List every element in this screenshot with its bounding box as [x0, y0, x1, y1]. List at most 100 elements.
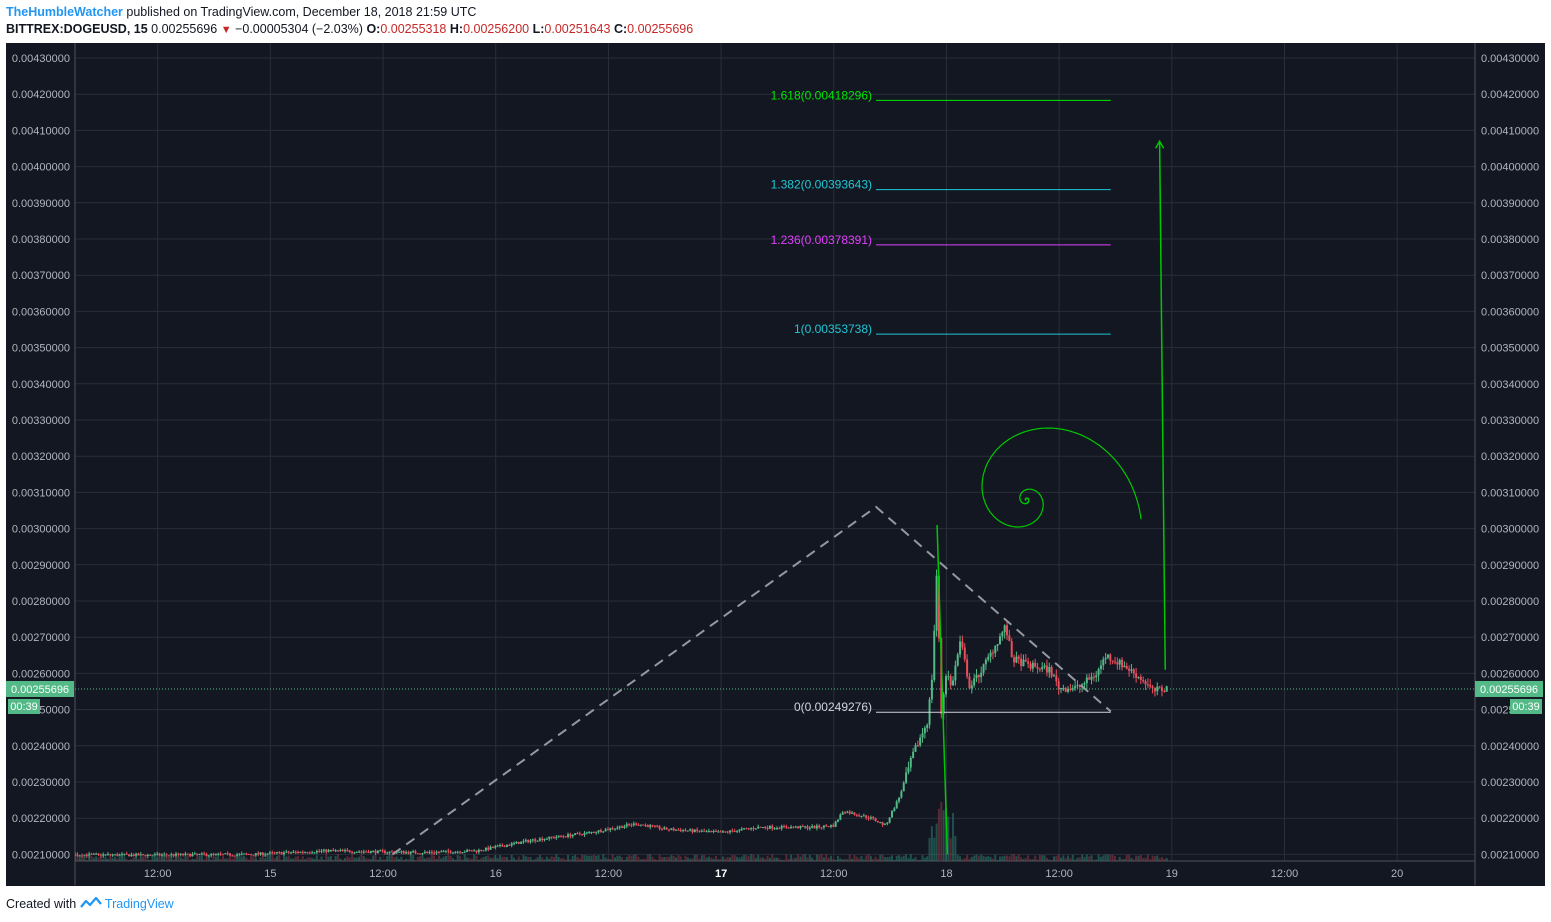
candle-body: [745, 828, 748, 830]
volume-bar: [905, 854, 908, 861]
candle-body: [961, 641, 964, 648]
candle-body: [869, 817, 872, 819]
tradingview-brand-link[interactable]: TradingView: [104, 897, 174, 911]
volume-bar: [379, 856, 382, 861]
candle-body: [1038, 668, 1041, 670]
candle-body: [332, 850, 335, 852]
candle-body: [569, 834, 572, 837]
volume-bar: [336, 854, 339, 861]
candle-body: [297, 851, 300, 853]
candle-body: [726, 831, 729, 833]
candle-body: [388, 851, 391, 853]
candle-body: [1006, 625, 1009, 636]
volume-bar: [1135, 855, 1138, 861]
author-link[interactable]: TheHumbleWatcher: [6, 5, 123, 19]
volume-bar: [606, 858, 609, 861]
candle-body: [212, 853, 215, 855]
candle-body: [454, 851, 457, 853]
candle-body: [1074, 686, 1077, 689]
candle-body: [355, 851, 358, 853]
volume-bar: [574, 854, 577, 861]
volume-bar: [1132, 859, 1135, 861]
volume-bar: [698, 858, 701, 861]
candle-body: [590, 832, 593, 834]
candle-body: [829, 825, 832, 827]
candle-body: [935, 575, 938, 631]
volume-bar: [346, 856, 349, 861]
candle-body: [531, 839, 534, 841]
volume-bar: [1088, 856, 1091, 861]
candle-body: [149, 854, 152, 856]
y-tick-label-right: 0.00380000: [1481, 234, 1539, 246]
candle-body: [1001, 632, 1004, 637]
volume-bar: [1027, 855, 1030, 861]
candle-body: [658, 826, 661, 829]
volume-bar: [344, 858, 347, 861]
candle-body: [353, 852, 356, 854]
candle-body: [468, 849, 471, 851]
candle-body: [466, 849, 469, 852]
candle-body: [660, 828, 663, 830]
volume-bar: [893, 859, 896, 861]
candle-body: [867, 817, 870, 819]
volume-bar: [245, 857, 248, 861]
volume-bar: [806, 857, 809, 861]
volume-bar: [1017, 854, 1020, 861]
volume-bar: [1095, 859, 1098, 861]
volume-bar: [1085, 854, 1088, 861]
candle-body: [902, 782, 905, 792]
candle-body: [374, 850, 377, 854]
candle-body: [196, 853, 199, 855]
y-tick-label-right: 0.00360000: [1481, 306, 1539, 318]
volume-bar: [944, 808, 947, 861]
volume-bar: [508, 859, 511, 861]
candle-body: [613, 828, 616, 830]
volume-bar: [524, 856, 527, 861]
volume-bar: [886, 857, 889, 861]
y-tick-label-right: 0.00310000: [1481, 487, 1539, 499]
candle-body: [980, 672, 983, 678]
candle-body: [1055, 675, 1058, 682]
volume-bar: [355, 857, 358, 861]
volume-bar: [968, 858, 971, 861]
high-label: H:: [449, 22, 464, 36]
volume-bar: [646, 854, 649, 861]
golden-spiral: [981, 427, 1142, 528]
volume-bar: [1160, 857, 1163, 861]
candle-body: [733, 831, 736, 833]
volume-bar: [381, 859, 384, 861]
volume-bar: [876, 858, 879, 861]
y-tick-label-left: 0.00270000: [12, 632, 70, 644]
volume-bar: [1116, 859, 1119, 861]
volume-bar: [632, 854, 635, 861]
volume-bar: [311, 858, 314, 861]
candle-body: [219, 853, 222, 855]
volume-bar: [1010, 854, 1013, 861]
candle-body: [329, 850, 332, 852]
candle-body: [879, 822, 882, 824]
candle-body: [447, 850, 450, 852]
volume-bar: [1055, 855, 1058, 861]
candle-body: [264, 854, 267, 856]
price-change: −0.00005304 (−2.03%): [235, 22, 363, 36]
candle-body: [977, 674, 980, 678]
candle-body: [189, 853, 192, 857]
volume-bar: [1036, 859, 1039, 861]
volume-bar: [132, 857, 135, 861]
candle-body: [224, 853, 227, 855]
candle-body: [1156, 686, 1159, 692]
candle-body: [555, 837, 558, 839]
volume-bar: [1001, 856, 1004, 861]
candle-body: [588, 832, 591, 834]
candle-body: [440, 851, 443, 853]
volume-bar: [639, 859, 642, 861]
volume-bar: [179, 857, 182, 861]
volume-bar: [81, 855, 84, 861]
candle-body: [1052, 675, 1055, 677]
candle-body: [498, 845, 501, 847]
candle-body: [292, 851, 295, 853]
candle-body: [585, 832, 588, 834]
volume-bar: [1156, 855, 1159, 861]
close-label: C:: [613, 22, 628, 36]
